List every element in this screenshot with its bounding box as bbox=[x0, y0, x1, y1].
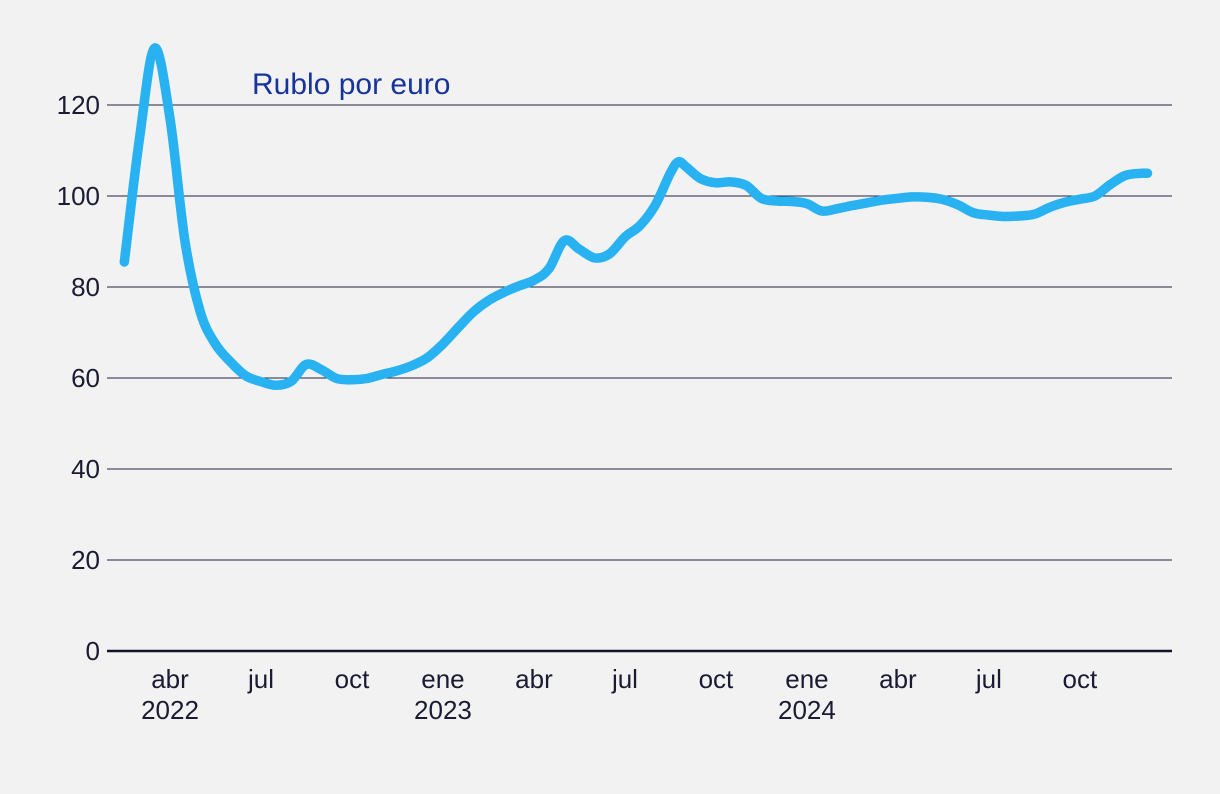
x-tick-label-jul: jul bbox=[247, 664, 274, 694]
data-line-rublo-euro bbox=[119, 43, 1153, 391]
x-tick-label-jul: jul bbox=[975, 664, 1002, 694]
x-tick-label-abr: abr bbox=[879, 664, 917, 694]
gridlines bbox=[107, 104, 1172, 653]
x-tick-label-ene-2024: ene bbox=[785, 664, 828, 694]
x-tick-label-oct: oct bbox=[699, 664, 734, 694]
x-tick-label-ene-2023: ene bbox=[421, 664, 464, 694]
x-tick-label-oct: oct bbox=[1063, 664, 1098, 694]
y-tick-label-100: 100 bbox=[57, 181, 100, 211]
x-tick-label-abr: abr bbox=[515, 664, 553, 694]
y-tick-label-40: 40 bbox=[71, 454, 100, 484]
y-tick-label-0: 0 bbox=[86, 636, 100, 666]
y-tick-label-60: 60 bbox=[71, 363, 100, 393]
x-tick-year-2023: 2023 bbox=[414, 695, 472, 725]
y-axis-labels: 0 20 40 60 80 100 120 bbox=[57, 90, 100, 666]
y-tick-label-120: 120 bbox=[57, 90, 100, 120]
x-tick-label-jul: jul bbox=[611, 664, 638, 694]
x-tick-year-2022: 2022 bbox=[141, 695, 199, 725]
y-tick-label-80: 80 bbox=[71, 272, 100, 302]
chart-title: Rublo por euro bbox=[252, 68, 450, 101]
x-tick-label-abr-2022: abr bbox=[151, 664, 189, 694]
y-tick-label-20: 20 bbox=[71, 545, 100, 575]
x-tick-label-oct: oct bbox=[335, 664, 370, 694]
x-tick-year-2024: 2024 bbox=[778, 695, 836, 725]
